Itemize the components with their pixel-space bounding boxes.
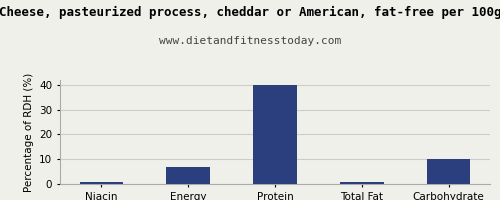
Bar [80,182,123,184]
Bar [427,159,470,184]
Y-axis label: Percentage of RDH (%): Percentage of RDH (%) [24,72,34,192]
Text: Cheese, pasteurized process, cheddar or American, fat-free per 100g: Cheese, pasteurized process, cheddar or … [0,6,500,19]
Bar [166,167,210,184]
Text: www.dietandfitnesstoday.com: www.dietandfitnesstoday.com [159,36,341,46]
Bar [254,85,296,184]
Bar [340,182,384,184]
